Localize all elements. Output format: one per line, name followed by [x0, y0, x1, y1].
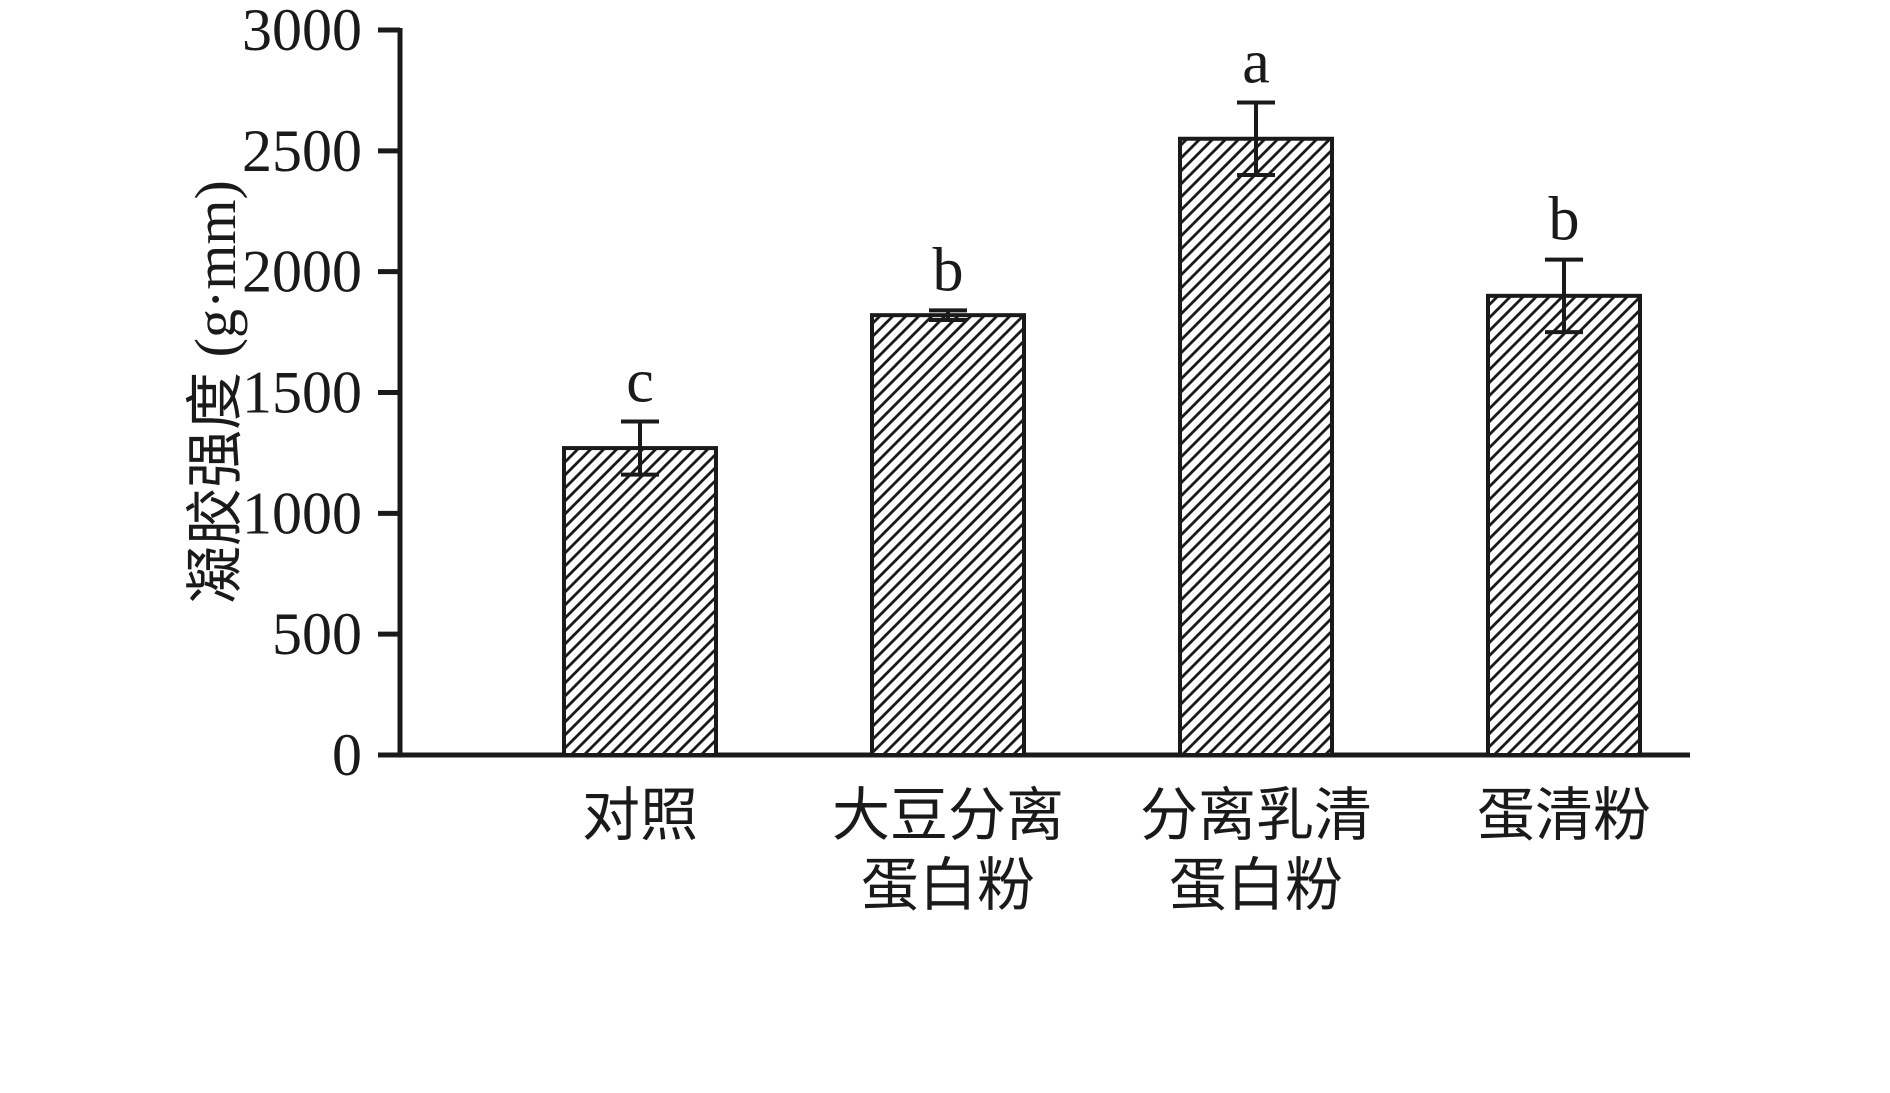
y-tick-label: 0 — [332, 722, 362, 788]
y-tick-label: 2000 — [242, 239, 362, 305]
error-bar — [1237, 100, 1275, 177]
x-category-label: 大豆分离蛋白粉 — [832, 783, 1064, 918]
bar — [562, 446, 718, 757]
error-bar — [929, 308, 967, 322]
x-category-label: 对照 — [582, 783, 698, 848]
error-bar — [621, 419, 659, 477]
sig-letter: c — [626, 348, 654, 416]
x-category-label: 蛋清粉 — [1477, 783, 1651, 848]
y-tick-label: 500 — [272, 601, 362, 667]
error-bar — [1545, 257, 1583, 335]
y-tick-label: 1000 — [242, 480, 362, 546]
sig-letter: a — [1242, 29, 1270, 97]
bar — [1178, 136, 1334, 757]
bar — [870, 313, 1026, 757]
y-tick-label: 1500 — [242, 360, 362, 426]
y-tick-label: 2500 — [242, 118, 362, 184]
sig-letter: b — [933, 236, 964, 304]
x-category-label: 分离乳清蛋白粉 — [1140, 783, 1372, 918]
bar — [1486, 293, 1642, 757]
y-tick-label: 3000 — [242, 0, 362, 63]
sig-letter: b — [1549, 186, 1580, 254]
y-axis-title: 凝胶强度 (g·mm) — [183, 180, 248, 604]
